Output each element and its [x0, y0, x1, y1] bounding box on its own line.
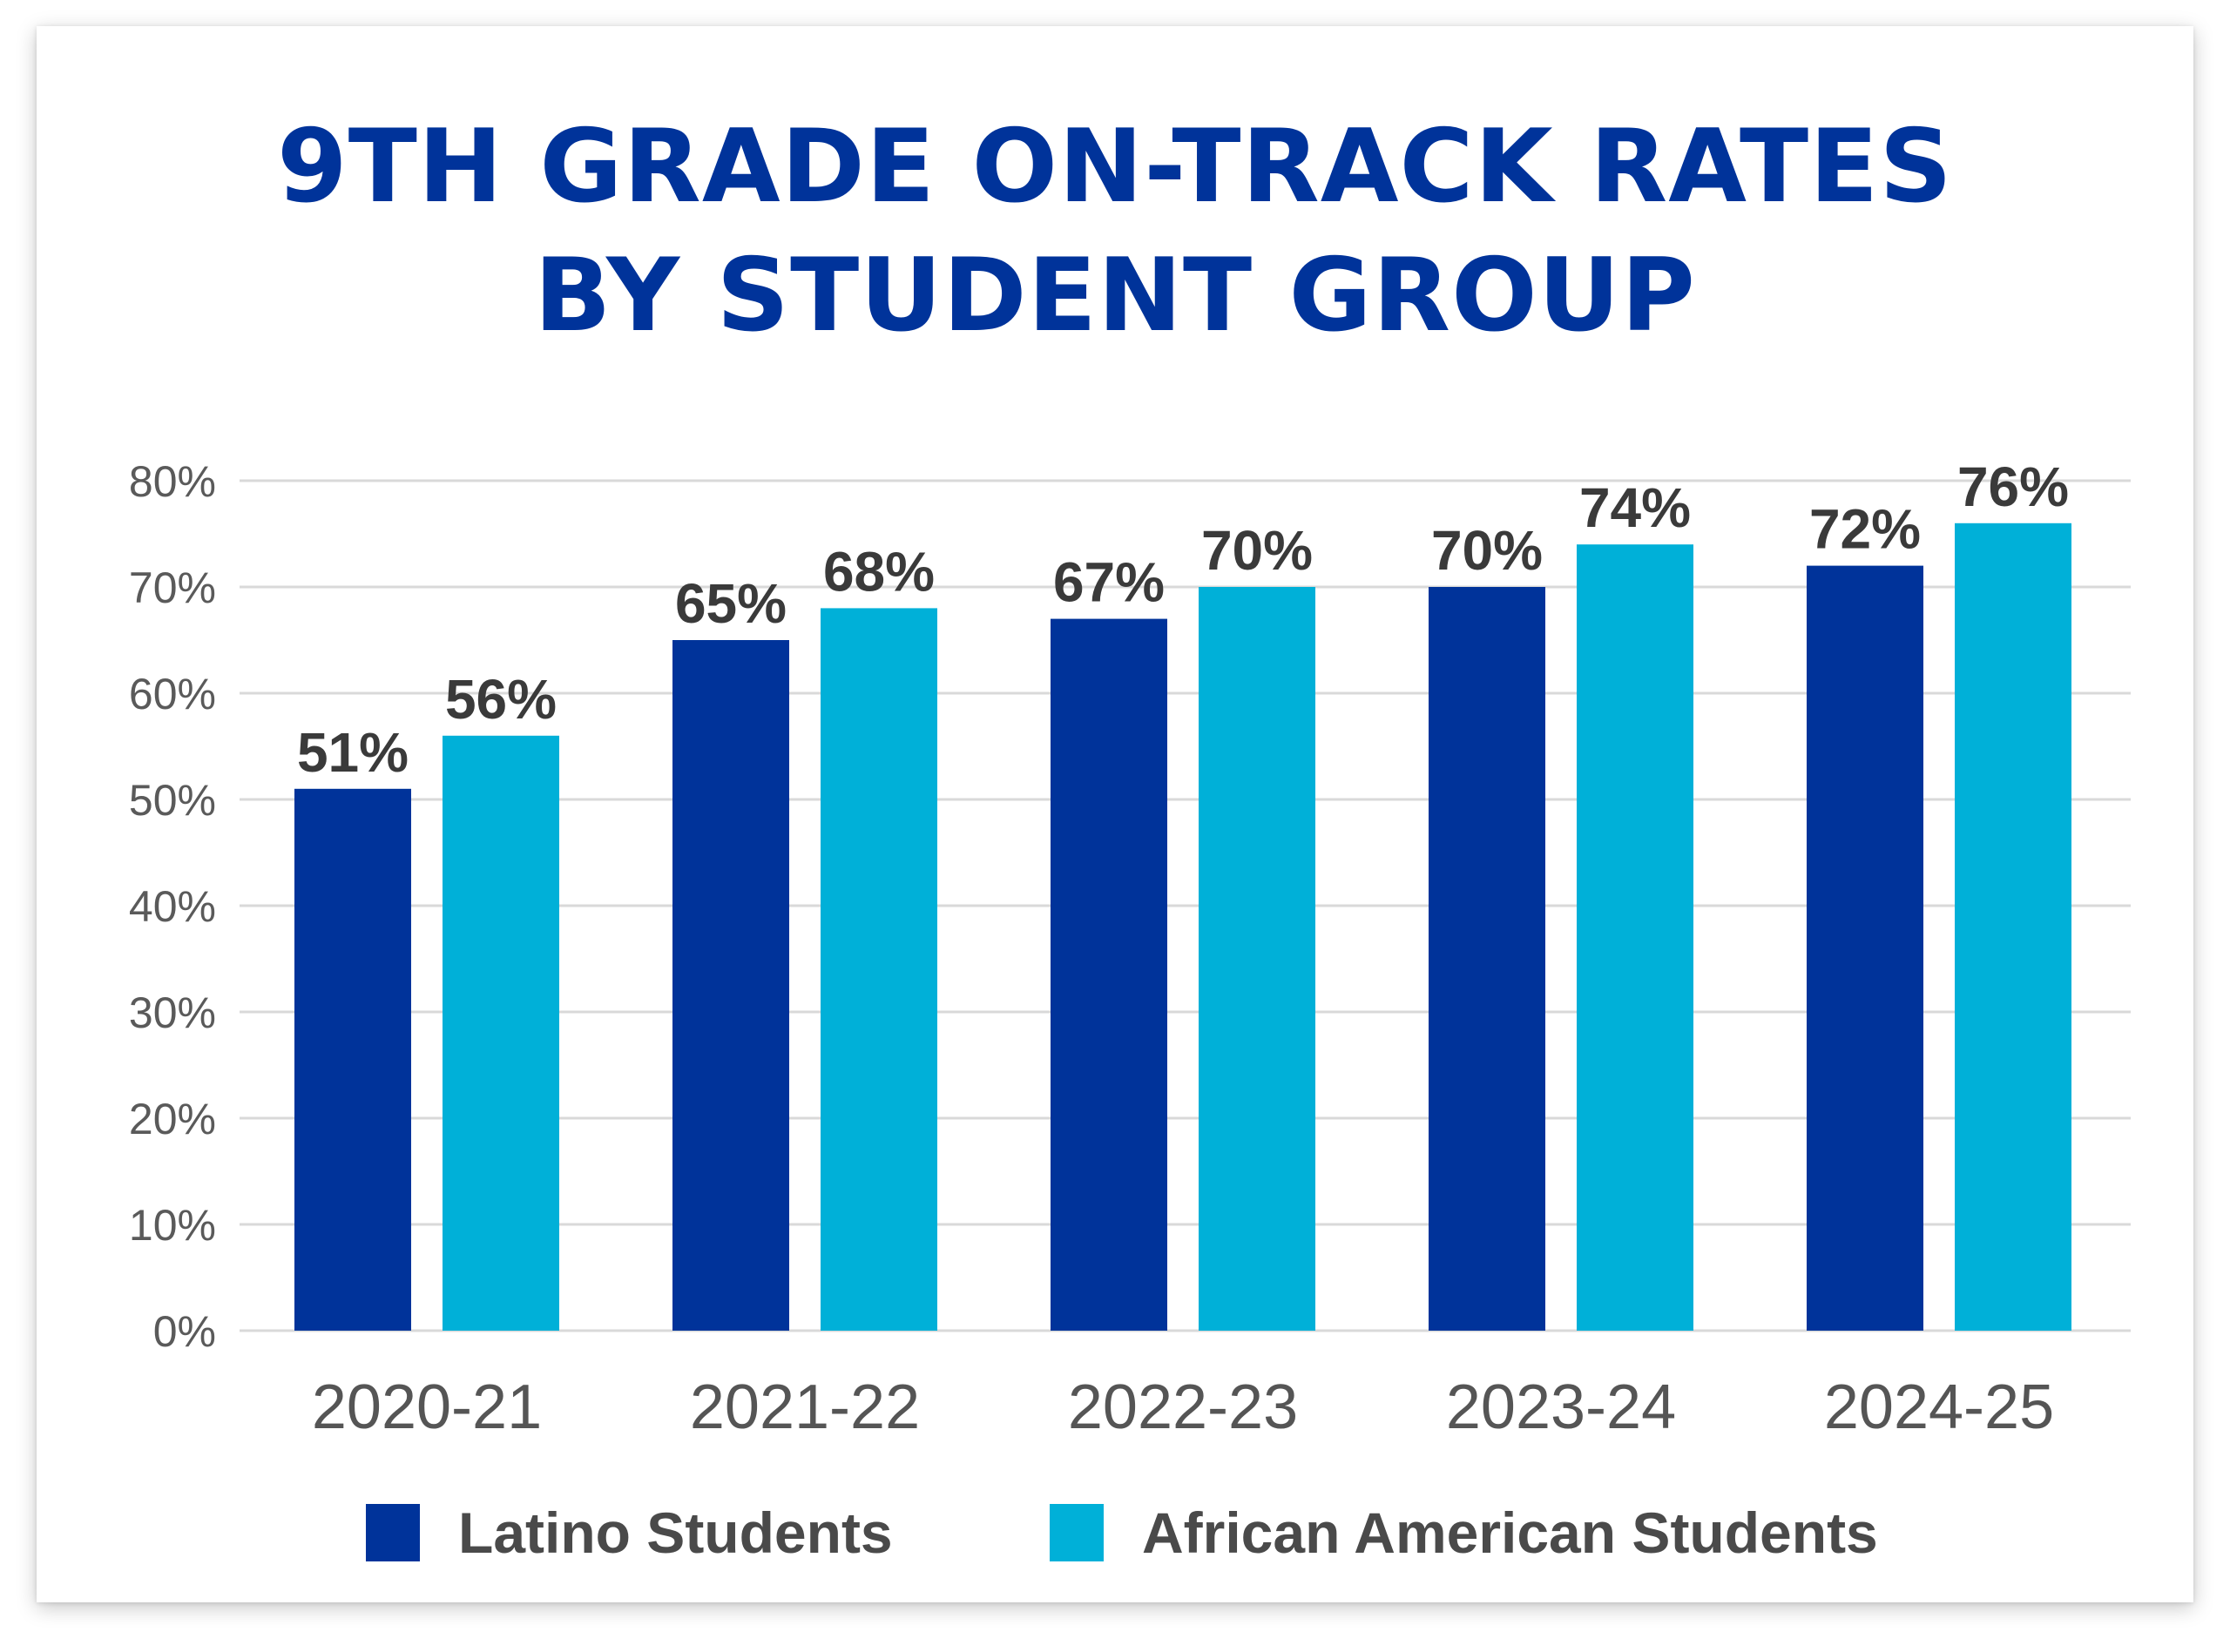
- legend-label-latino: Latino Students: [458, 1500, 893, 1565]
- y-tick-label: 70%: [129, 563, 216, 612]
- bar-african-american-2024-25: [1955, 523, 2071, 1331]
- y-tick-label: 0%: [153, 1307, 216, 1356]
- y-tick-label: 40%: [129, 882, 216, 931]
- bar-latino-2022-23: [1051, 618, 1167, 1331]
- chart-title: 9TH GRADE ON-TRACK RATES BY STUDENT GROU…: [37, 103, 2193, 361]
- y-tick-label: 20%: [129, 1095, 216, 1143]
- data-label: 70%: [1201, 519, 1313, 582]
- data-label: 67%: [1053, 551, 1165, 614]
- x-category-label: 2021-22: [690, 1372, 920, 1442]
- y-axis-tick-labels: 0% 10% 20% 30% 40% 50% 60% 70% 80%: [129, 457, 216, 1356]
- bar-african-american-2020-21: [443, 735, 559, 1331]
- legend-label-african-american: African American Students: [1142, 1500, 1878, 1565]
- data-label: 76%: [1957, 455, 2069, 518]
- x-category-label: 2024-25: [1824, 1372, 2054, 1442]
- data-label: 65%: [675, 572, 787, 635]
- chart-title-line-1: 9TH GRADE ON-TRACK RATES: [277, 108, 1953, 226]
- data-label: 74%: [1579, 476, 1691, 539]
- data-label: 56%: [445, 668, 557, 731]
- y-tick-label: 10%: [129, 1201, 216, 1250]
- bar-african-american-2022-23: [1199, 587, 1315, 1331]
- bar-african-american-2023-24: [1577, 544, 1693, 1331]
- y-tick-label: 50%: [129, 776, 216, 825]
- legend-swatch-african-american: [1050, 1504, 1104, 1561]
- legend: Latino Students African American Students: [366, 1500, 1878, 1565]
- x-category-label: 2023-24: [1446, 1372, 1676, 1442]
- data-labels: 51% 56% 65% 68% 67% 70% 70% 74% 72% 76%: [297, 455, 2069, 784]
- bar-latino-2020-21: [294, 788, 411, 1331]
- data-label: 51%: [297, 721, 409, 784]
- chart-title-line-2: BY STUDENT GROUP: [534, 237, 1696, 354]
- data-label: 70%: [1431, 519, 1543, 582]
- bar-african-american-2021-22: [821, 608, 937, 1331]
- y-tick-label: 30%: [129, 988, 216, 1037]
- bars: [294, 523, 2071, 1331]
- x-axis-category-labels: 2020-21 2021-22 2022-23 2023-24 2024-25: [312, 1372, 2054, 1442]
- data-label: 68%: [823, 540, 935, 603]
- bar-latino-2024-25: [1807, 565, 1923, 1331]
- y-tick-label: 60%: [129, 670, 216, 718]
- x-category-label: 2020-21: [312, 1372, 542, 1442]
- x-category-label: 2022-23: [1068, 1372, 1298, 1442]
- y-tick-label: 80%: [129, 457, 216, 506]
- bar-latino-2023-24: [1429, 587, 1545, 1331]
- bar-latino-2021-22: [672, 640, 789, 1331]
- legend-swatch-latino: [366, 1504, 420, 1561]
- data-label: 72%: [1809, 498, 1921, 561]
